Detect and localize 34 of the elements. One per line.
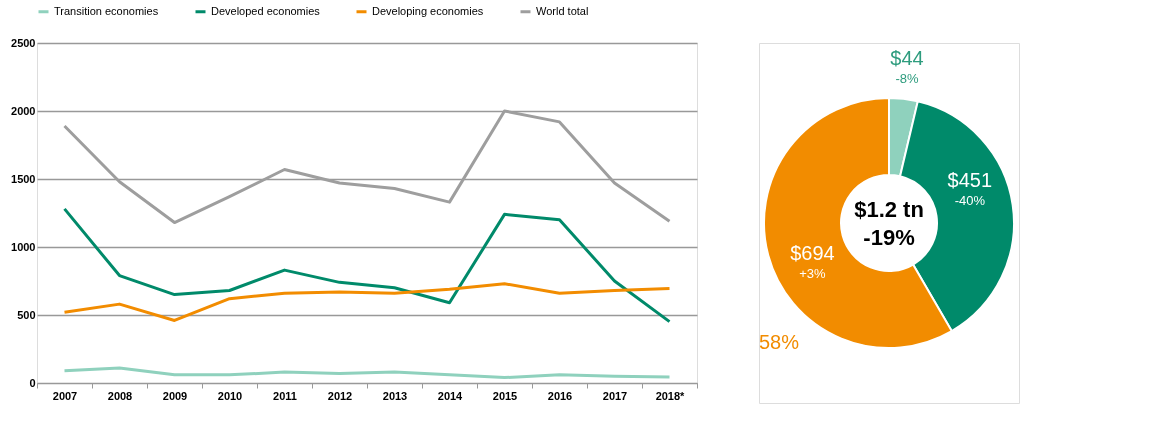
x-tick-label: 2011 — [273, 389, 297, 402]
text: $1.2 tn — [854, 197, 924, 222]
text: -8% — [895, 71, 919, 87]
x-tick-label: 2009 — [162, 389, 188, 402]
y-tick-label: 2500 — [11, 36, 36, 49]
x-tick-label: 2008 — [107, 389, 133, 402]
text: -19% — [863, 225, 915, 250]
x-tick-label: 2013 — [382, 389, 408, 402]
x-tick-label: 2015 — [492, 389, 518, 402]
x-tick-label: 2017 — [602, 389, 628, 402]
text: 58% — [758, 331, 800, 353]
data-label: $694 — [790, 242, 835, 265]
x-tick-label: 2014 — [437, 389, 464, 402]
x-tick-label: 2012 — [327, 389, 353, 402]
x-tick-label: 2007 — [52, 389, 78, 402]
line-series — [63, 282, 671, 322]
data-label: $44 — [890, 47, 924, 70]
x-tick-label: 2018* — [655, 389, 686, 402]
text: +3% — [799, 266, 827, 282]
data-label: $451 — [947, 168, 993, 191]
text: -40% — [954, 192, 986, 208]
y-tick-label: 1500 — [11, 172, 36, 185]
line-series — [63, 366, 671, 380]
legend-label: Developed economies — [211, 4, 321, 17]
x-tick-label: 2010 — [217, 389, 243, 402]
line-series — [63, 207, 671, 324]
y-tick-label: 1000 — [11, 240, 36, 253]
legend-label: World total — [536, 4, 589, 17]
legend-label: Transition economies — [54, 4, 159, 17]
y-tick-label: 2000 — [11, 104, 36, 117]
x-tick-label: 2016 — [547, 389, 573, 402]
y-tick-label: 500 — [17, 308, 36, 321]
y-tick-label: 0 — [29, 376, 36, 389]
legend-label: Developing economies — [372, 4, 484, 17]
